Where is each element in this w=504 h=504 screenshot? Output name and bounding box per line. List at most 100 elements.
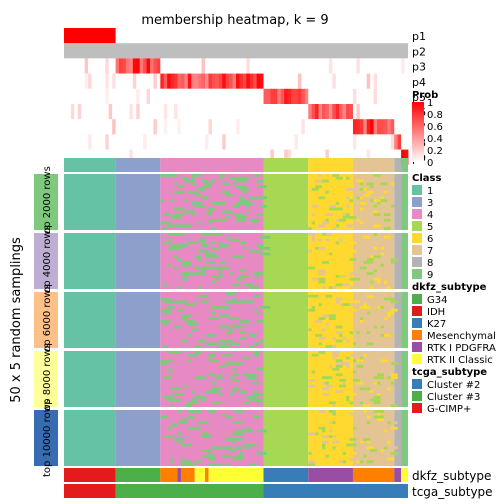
membership-cell: [232, 58, 237, 74]
membership-cell: [180, 88, 185, 104]
tcga-legend-swatch: [412, 379, 422, 389]
membership-cell: [153, 73, 158, 89]
membership-cell: [253, 134, 258, 150]
heat-noise: [339, 218, 347, 222]
membership-cell: [332, 134, 337, 150]
membership-cell: [208, 88, 213, 104]
heat-noise: [335, 317, 340, 320]
heat-noise: [339, 238, 343, 242]
heat-noise: [349, 351, 353, 354]
heat-noise: [335, 241, 340, 245]
heat-noise: [215, 277, 219, 281]
membership-cell: [122, 88, 127, 104]
heat-noise: [390, 182, 395, 186]
membership-cell: [318, 73, 323, 89]
heat-noise: [163, 311, 171, 315]
heat-noise: [339, 443, 343, 447]
heat-noise: [383, 218, 391, 222]
heat-noise: [366, 446, 374, 450]
membership-cell: [225, 104, 230, 120]
heat-noise: [198, 249, 209, 253]
membership-cell: [191, 88, 196, 104]
heat-noise: [366, 440, 371, 444]
heat-noise: [346, 224, 353, 228]
membership-cell: [335, 149, 340, 165]
heat-noise: [349, 438, 357, 441]
heat-noise: [366, 261, 374, 264]
membership-cell: [156, 104, 161, 120]
heat-noise: [174, 438, 185, 441]
dkfz-legend-label: RTK II Classic: [427, 355, 493, 366]
dkfz-bar-segment: [177, 468, 181, 482]
membership-cell: [346, 119, 350, 135]
heat-noise: [328, 393, 336, 396]
membership-cell: [304, 88, 309, 104]
membership-cell: [105, 119, 110, 135]
prob-legend-tick: 0.2: [427, 146, 443, 157]
heat-noise: [359, 356, 364, 360]
membership-cell: [119, 88, 123, 104]
class-legend-title: Class: [412, 173, 441, 184]
heat-noise: [335, 202, 340, 205]
class-legend-swatch: [412, 245, 422, 255]
dkfz-legend-label: IDH: [427, 307, 445, 318]
membership-cell: [174, 134, 178, 150]
membership-cell: [359, 58, 364, 74]
membership-cell: [160, 134, 165, 150]
membership-cell: [218, 104, 223, 120]
heat-noise: [349, 443, 357, 447]
heat-noise: [242, 320, 250, 323]
dkfz-bar-segment: [115, 468, 161, 482]
heat-noise: [387, 311, 395, 315]
heat-noise: [377, 280, 381, 284]
membership-cell: [160, 73, 165, 89]
membership-cell: [187, 58, 192, 74]
membership-cell: [94, 104, 99, 120]
membership-cell: [94, 134, 99, 150]
membership-cell: [377, 149, 381, 165]
prob-legend-gradient: [412, 102, 424, 162]
heat-noise: [315, 320, 322, 323]
membership-cell: [315, 119, 319, 135]
membership-cell: [380, 149, 385, 165]
membership-cell: [174, 149, 178, 165]
prob-legend-tick: 0.4: [427, 134, 443, 145]
membership-cell: [349, 104, 354, 120]
membership-cell: [222, 88, 227, 104]
heat-noise: [380, 381, 388, 385]
heat-noise: [174, 325, 181, 329]
heat-noise: [318, 247, 326, 250]
heat-noise: [167, 174, 178, 177]
heat-noise: [256, 367, 264, 371]
membership-cell: [170, 73, 175, 89]
membership-cell: [191, 104, 196, 120]
heat-noise: [218, 174, 226, 177]
heat-noise: [208, 207, 216, 211]
heat-noise: [335, 359, 343, 363]
heat-noise: [198, 221, 202, 225]
membership-cell: [119, 119, 123, 135]
membership-cell: [153, 104, 158, 120]
heat-noise: [184, 199, 188, 202]
heat-noise: [211, 401, 223, 405]
heat-noise: [198, 258, 202, 261]
heat-noise: [328, 365, 333, 368]
heat-noise: [253, 294, 261, 298]
heat-noise: [363, 306, 371, 309]
heat-noise: [322, 440, 329, 444]
membership-cell: [139, 149, 144, 165]
membership-cell: [81, 149, 86, 165]
heat-noise: [163, 300, 168, 304]
membership-cell: [167, 134, 172, 150]
heat-noise: [390, 373, 398, 377]
heat-noise: [311, 306, 316, 309]
heat-noise: [370, 440, 378, 444]
heat-noise: [208, 410, 216, 413]
membership-cell: [277, 104, 282, 120]
membership-cell: [84, 119, 89, 135]
membership-cell: [332, 58, 337, 74]
heat-noise: [335, 283, 343, 287]
membership-cell: [77, 58, 82, 74]
membership-cell: [280, 73, 285, 89]
membership-cell: [363, 88, 368, 104]
